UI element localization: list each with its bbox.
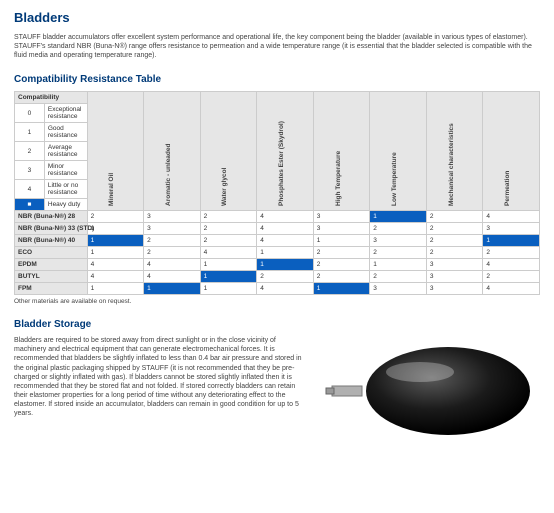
material-cell: ECO [15,247,88,259]
value-cell: 2 [370,223,427,235]
value-cell: 2 [483,247,540,259]
value-cell: 4 [87,271,144,283]
value-cell: 1 [257,259,314,271]
value-cell: 1 [313,283,370,295]
value-cell: 1 [87,247,144,259]
value-cell: 3 [426,259,483,271]
value-cell: 2 [426,235,483,247]
value-cell: 3 [313,223,370,235]
compat-header: Compatibility [15,92,88,104]
value-cell: 2 [200,235,257,247]
value-cell: 1 [483,235,540,247]
value-cell: 1 [200,283,257,295]
value-cell: 2 [313,247,370,259]
legend-key: 1 [15,123,45,142]
value-cell: 2 [144,247,201,259]
value-cell: 2 [426,223,483,235]
value-cell: 4 [257,211,314,223]
value-cell: 4 [87,259,144,271]
value-cell: 2 [370,271,427,283]
legend-label: Heavy duty [44,199,87,211]
value-cell: 4 [257,223,314,235]
value-cell: 3 [370,283,427,295]
value-cell: 4 [257,283,314,295]
value-cell: 2 [87,211,144,223]
value-cell: 3 [483,223,540,235]
value-cell: 3 [426,271,483,283]
value-cell: 3 [370,235,427,247]
value-cell: 2 [144,235,201,247]
value-cell: 2 [426,211,483,223]
value-cell: 1 [200,259,257,271]
legend-key: 2 [15,142,45,161]
value-cell: 4 [200,247,257,259]
material-cell: NBR (Buna-N®) 33 (STD) [15,223,88,235]
compatibility-table: CompatibilityMineral OilAromatic - unlea… [14,91,540,295]
value-cell: 4 [144,259,201,271]
table-footnote: Other materials are available on request… [14,298,540,305]
storage-heading: Bladder Storage [14,319,540,330]
value-cell: 4 [483,283,540,295]
value-cell: 3 [144,211,201,223]
value-cell: 2 [426,247,483,259]
legend-key: 0 [15,104,45,123]
legend-key: 4 [15,180,45,199]
col-header: Phosphates Ester (Skydrol) [257,92,314,211]
col-header: Permeation [483,92,540,211]
value-cell: 3 [144,223,201,235]
value-cell: 1 [200,271,257,283]
legend-label: Exceptional resistance [44,104,87,123]
value-cell: 1 [87,223,144,235]
value-cell: 3 [313,211,370,223]
value-cell: 2 [483,271,540,283]
value-cell: 2 [370,247,427,259]
value-cell: 4 [483,211,540,223]
value-cell: 4 [483,259,540,271]
legend-label: Little or no resistance [44,180,87,199]
col-header: Mineral Oil [87,92,144,211]
value-cell: 3 [426,283,483,295]
col-header: Mechanical characteristics [426,92,483,211]
material-cell: NBR (Buna-N®) 28 [15,211,88,223]
table-heading: Compatibility Resistance Table [14,74,540,85]
value-cell: 1 [370,259,427,271]
material-cell: EPDM [15,259,88,271]
legend-label: Good resistance [44,123,87,142]
legend-label: Average resistance [44,142,87,161]
value-cell: 1 [370,211,427,223]
page-title: Bladders [14,10,540,25]
col-header: High Temperature [313,92,370,211]
bladder-image [320,336,540,446]
value-cell: 1 [87,235,144,247]
legend-label: Minor resistance [44,161,87,180]
material-cell: FPM [15,283,88,295]
value-cell: 1 [87,283,144,295]
value-cell: 2 [200,211,257,223]
value-cell: 4 [257,235,314,247]
value-cell: 2 [257,271,314,283]
legend-key: ■ [15,199,45,211]
col-header: Low Temperature [370,92,427,211]
col-header: Water glycol [200,92,257,211]
material-cell: NBR (Buna-N®) 40 [15,235,88,247]
storage-text: Bladders are required to be stored away … [14,336,306,418]
value-cell: 1 [144,283,201,295]
value-cell: 4 [144,271,201,283]
value-cell: 2 [200,223,257,235]
material-cell: BUTYL [15,271,88,283]
intro-text: STAUFF bladder accumulators offer excell… [14,33,540,60]
value-cell: 2 [313,271,370,283]
legend-key: 3 [15,161,45,180]
col-header: Aromatic - unleaded [144,92,201,211]
value-cell: 2 [313,259,370,271]
value-cell: 1 [257,247,314,259]
value-cell: 1 [313,235,370,247]
